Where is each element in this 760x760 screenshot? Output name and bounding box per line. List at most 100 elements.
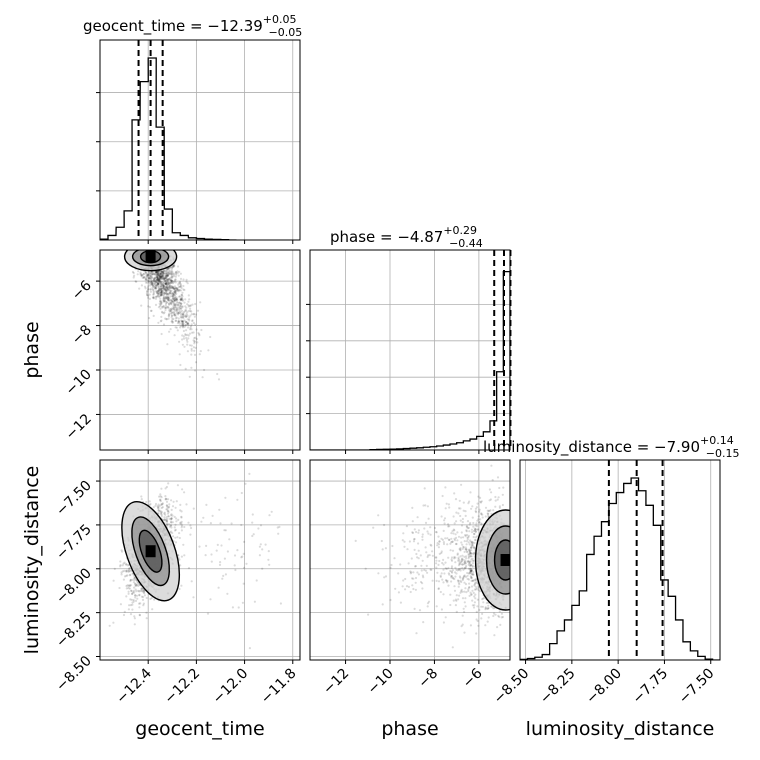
scatter-point (458, 575, 461, 578)
scatter-point (175, 298, 178, 301)
scatter-point (383, 523, 386, 527)
scatter-point (145, 271, 148, 275)
scatter-point (179, 283, 182, 286)
scatter-point (165, 275, 169, 278)
scatter-point (156, 285, 159, 288)
scatter-point (160, 283, 163, 286)
scatter-point (492, 509, 495, 512)
scatter-points (128, 252, 221, 381)
scatter-point (207, 349, 210, 352)
scatter-point (144, 287, 147, 290)
scatter-point (129, 579, 132, 582)
scatter-point (159, 276, 162, 279)
scatter-point (480, 513, 483, 516)
scatter-point (172, 535, 175, 538)
contour-1 (131, 250, 170, 267)
scatter-point (216, 543, 219, 547)
scatter-point (464, 597, 467, 600)
scatter-point (150, 281, 153, 284)
scatter-point (171, 318, 174, 321)
scatter-point (160, 503, 163, 506)
scatter-point (140, 273, 143, 276)
histogram-panel-geocent_time (96, 39, 301, 244)
scatter-point (166, 278, 169, 281)
scatter-point (137, 589, 140, 592)
scatter-point (168, 312, 171, 315)
scatter-point (157, 279, 161, 282)
scatter-point (125, 595, 128, 598)
scatter-point (136, 583, 139, 586)
scatter-point (174, 305, 177, 309)
scatter-point (471, 544, 474, 547)
scatter-point (155, 284, 158, 287)
scatter-point (120, 571, 123, 574)
scatter-point (173, 304, 176, 307)
scatter-point (475, 587, 479, 590)
scatter-point (128, 587, 131, 590)
scatter-point (161, 281, 164, 284)
scatter-point (464, 566, 467, 569)
scatter-point (149, 284, 152, 287)
scatter-point (168, 272, 172, 275)
scatter-point (470, 544, 473, 547)
scatter-point (159, 509, 162, 512)
scatter-point (161, 311, 164, 314)
scatter-point (431, 550, 434, 553)
scatter-point (174, 528, 177, 532)
scatter-point (169, 291, 172, 294)
scatter-point (411, 584, 414, 587)
scatter-point (458, 594, 461, 597)
scatter-point (180, 302, 183, 305)
scatter-point (187, 326, 190, 329)
scatter-point (173, 302, 176, 305)
scatter-point (180, 299, 183, 302)
scatter-point (170, 508, 173, 511)
scatter-point (471, 604, 474, 607)
scatter-point (119, 565, 122, 568)
scatter-point (467, 534, 470, 538)
scatter-point (144, 281, 148, 284)
scatter-point (461, 623, 464, 626)
scatter-point (177, 274, 180, 277)
scatter-point (134, 594, 137, 597)
scatter-point (498, 486, 501, 490)
scatter-point (470, 555, 473, 558)
scatter-point (176, 288, 179, 291)
scatter-point (134, 596, 137, 599)
scatter-point (159, 280, 162, 283)
scatter-point (148, 306, 151, 309)
scatter-point (161, 502, 164, 505)
scatter-point (161, 273, 164, 277)
density-contours (474, 509, 510, 611)
scatter-point (451, 576, 454, 579)
scatter-point (397, 591, 400, 594)
scatter-point (457, 579, 460, 583)
scatter-point (167, 515, 170, 518)
scatter-point (179, 310, 182, 313)
scatter-point (165, 272, 168, 275)
scatter-point (161, 286, 164, 290)
xlabel-luminosity-distance: luminosity_distance (526, 718, 715, 740)
scatter-point (181, 298, 184, 301)
scatter-point (167, 284, 170, 287)
scatter-point (132, 598, 135, 602)
scatter-point (170, 273, 173, 276)
scatter-point (159, 293, 162, 296)
scatter-point (459, 579, 462, 582)
scatter-point (484, 624, 487, 627)
scatter-point (452, 532, 455, 535)
scatter-point (190, 347, 193, 350)
scatter-point (172, 272, 175, 275)
scatter-point (166, 508, 169, 511)
scatter-point (169, 295, 172, 298)
scatter-point (467, 588, 470, 591)
scatter-point (165, 274, 169, 277)
scatter-point (168, 286, 171, 289)
scatter-point (171, 321, 174, 324)
scatter-point (424, 521, 428, 525)
scatter-point (153, 276, 157, 279)
scatter-point (173, 280, 176, 283)
scatter-point (151, 272, 154, 276)
scatter-point (464, 562, 467, 565)
xtick-label-luminosity_distance-2: −8.00 (583, 666, 625, 708)
